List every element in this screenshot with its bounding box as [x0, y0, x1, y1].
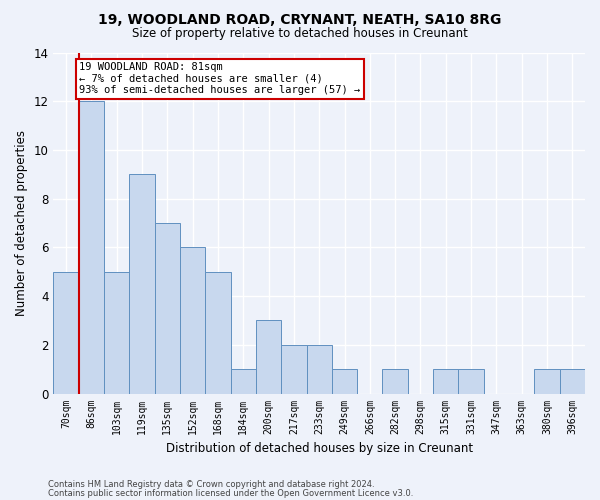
Bar: [332, 369, 357, 394]
Bar: [307, 345, 332, 394]
Bar: [281, 345, 307, 394]
Bar: [382, 369, 408, 394]
Y-axis label: Number of detached properties: Number of detached properties: [15, 130, 28, 316]
Bar: [180, 248, 205, 394]
Bar: [433, 369, 458, 394]
Bar: [53, 272, 79, 394]
Text: Size of property relative to detached houses in Creunant: Size of property relative to detached ho…: [132, 28, 468, 40]
Bar: [205, 272, 230, 394]
X-axis label: Distribution of detached houses by size in Creunant: Distribution of detached houses by size …: [166, 442, 473, 455]
Text: 19, WOODLAND ROAD, CRYNANT, NEATH, SA10 8RG: 19, WOODLAND ROAD, CRYNANT, NEATH, SA10 …: [98, 12, 502, 26]
Text: Contains HM Land Registry data © Crown copyright and database right 2024.: Contains HM Land Registry data © Crown c…: [48, 480, 374, 489]
Bar: [535, 369, 560, 394]
Text: 19 WOODLAND ROAD: 81sqm
← 7% of detached houses are smaller (4)
93% of semi-deta: 19 WOODLAND ROAD: 81sqm ← 7% of detached…: [79, 62, 361, 96]
Bar: [230, 369, 256, 394]
Text: Contains public sector information licensed under the Open Government Licence v3: Contains public sector information licen…: [48, 488, 413, 498]
Bar: [560, 369, 585, 394]
Bar: [155, 223, 180, 394]
Bar: [256, 320, 281, 394]
Bar: [79, 101, 104, 394]
Bar: [130, 174, 155, 394]
Bar: [458, 369, 484, 394]
Bar: [104, 272, 130, 394]
